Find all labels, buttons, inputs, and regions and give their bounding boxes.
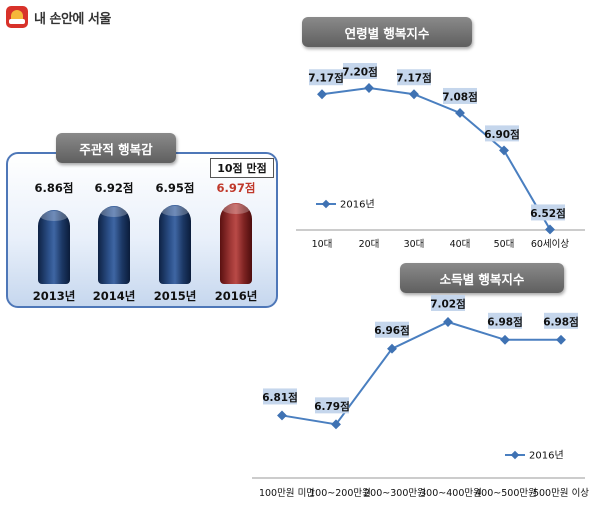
- x-tick-label: 500만원 이상: [533, 488, 589, 499]
- data-label-box: [431, 295, 465, 311]
- legend-label: 2016년: [340, 199, 375, 211]
- data-point-marker: [545, 224, 555, 235]
- bar-category-label: 2015년: [153, 289, 197, 303]
- data-label-box: [488, 312, 522, 329]
- legend-label: 2016년: [529, 450, 564, 462]
- data-label: 7.02점: [430, 299, 466, 311]
- data-point-marker: [387, 343, 397, 354]
- data-label: 7.20점: [342, 67, 378, 79]
- bar-2: [98, 206, 130, 284]
- data-label: 6.90점: [484, 129, 520, 141]
- bar-value-label: 6.95점: [155, 181, 195, 195]
- data-point-marker: [331, 419, 341, 430]
- data-label: 7.08점: [442, 91, 478, 103]
- bar-category-label: 2014년: [92, 289, 136, 303]
- data-label: 6.98점: [487, 316, 523, 328]
- data-label-box: [544, 312, 578, 329]
- bar-category-label: 2013년: [32, 289, 76, 303]
- bar-3: [159, 204, 191, 284]
- brand-logo: 내 손안에 서울: [6, 6, 111, 28]
- data-label: 6.96점: [374, 325, 410, 337]
- data-point-marker: [499, 145, 509, 156]
- data-label-box: [531, 204, 565, 221]
- data-label: 6.52점: [530, 208, 566, 220]
- data-label-box: [263, 388, 297, 405]
- income-chart-title: 소득별 행복지수: [400, 263, 564, 293]
- data-label-box: [397, 69, 431, 86]
- age-chart-title: 연령별 행복지수: [302, 17, 472, 47]
- data-point-marker: [443, 317, 453, 327]
- subjective-title: 주관적 행복감: [56, 133, 176, 163]
- data-label-box: [375, 321, 409, 338]
- x-tick-label: 400~500만원: [475, 488, 537, 499]
- bar-category-label: 2016년: [214, 289, 258, 303]
- data-label: 7.17점: [396, 73, 432, 85]
- data-point-marker: [277, 410, 287, 421]
- x-tick-label: 100만원 미만: [259, 488, 315, 499]
- x-tick-label: 50대: [494, 239, 515, 250]
- x-tick-label: 200~300만원: [364, 488, 426, 499]
- bar-value-label: 6.97점: [216, 181, 256, 195]
- data-point-marker: [500, 334, 510, 345]
- series-line: [321, 86, 551, 230]
- bar-1: [38, 210, 70, 284]
- x-tick-label: 40대: [450, 239, 471, 250]
- series-line: [281, 320, 561, 426]
- data-label: 6.79점: [314, 401, 350, 413]
- data-label: 6.81점: [262, 392, 298, 404]
- data-label-box: [343, 63, 377, 79]
- bar-value-label: 6.86점: [34, 181, 74, 195]
- bar-4: [220, 203, 252, 284]
- x-tick-label: 100~200만원: [309, 488, 371, 499]
- data-point-marker: [556, 334, 566, 345]
- data-label-box: [315, 397, 349, 414]
- x-tick-label: 10대: [312, 239, 333, 250]
- data-label-box: [443, 87, 477, 104]
- data-label: 7.17점: [308, 73, 344, 85]
- bar-value-label: 6.92점: [94, 181, 134, 195]
- logo-text: 내 손안에 서울: [34, 11, 111, 27]
- legend-marker: [321, 199, 331, 209]
- scale-note: 10점 만점: [210, 158, 274, 178]
- x-tick-label: 20대: [359, 239, 380, 250]
- x-tick-label: 30대: [404, 239, 425, 250]
- data-label-box: [309, 69, 343, 86]
- data-label-box: [485, 125, 519, 142]
- x-tick-label: 60세이상: [531, 239, 570, 250]
- x-tick-label: 300~400만원: [420, 488, 482, 499]
- legend-marker: [510, 450, 520, 460]
- data-label: 6.98점: [543, 316, 579, 328]
- seoul-logo-icon: [6, 6, 28, 28]
